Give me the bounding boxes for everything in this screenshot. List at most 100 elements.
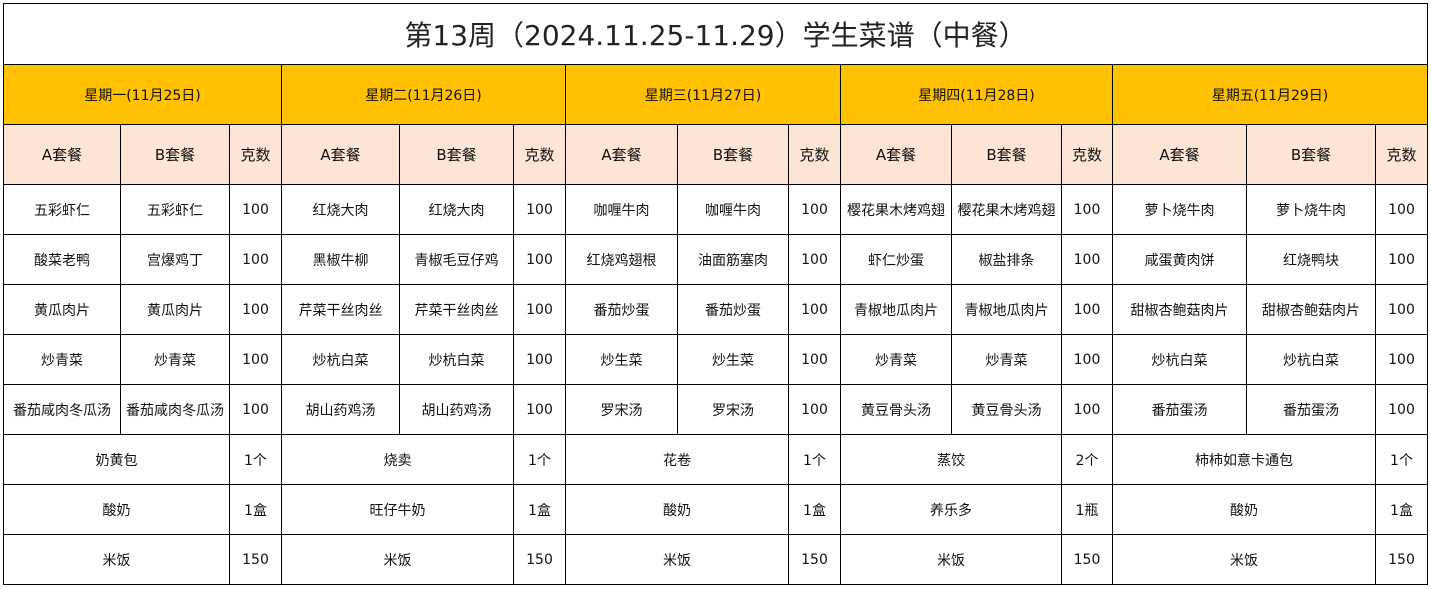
extra-quantity: 1个 [788, 434, 841, 485]
extra-row: 奶黄包 1个 烧卖 1个 花卷 1个 蒸饺 2个 柿柿如意卡通包 1个 [3, 434, 1429, 485]
grams-value: 100 [229, 384, 282, 435]
a-set-dish: 萝卜烧牛肉 [1112, 184, 1247, 235]
extra-quantity: 150 [229, 534, 282, 585]
grams-value: 100 [1374, 384, 1429, 435]
a-set-dish: 五彩虾仁 [3, 184, 121, 235]
b-set-dish: 咖喱牛肉 [677, 184, 789, 235]
b-set-dish: 红烧鸭块 [1246, 234, 1376, 285]
extra-quantity: 1盒 [229, 484, 282, 535]
a-set-dish: 咖喱牛肉 [565, 184, 678, 235]
a-set-header: A套餐 [1112, 124, 1247, 185]
extra-quantity: 150 [788, 534, 841, 585]
extra-quantity: 150 [1374, 534, 1429, 585]
a-set-dish: 胡山药鸡汤 [281, 384, 400, 435]
grams-header: 克数 [1061, 124, 1113, 185]
b-set-dish: 炒杭白菜 [1246, 334, 1376, 385]
extra-item: 米饭 [1112, 534, 1376, 585]
a-set-dish: 芹菜干丝肉丝 [281, 284, 400, 335]
b-set-dish: 炒生菜 [677, 334, 789, 385]
dish-row: 炒青菜 炒青菜 100 炒杭白菜 炒杭白菜 100 炒生菜 炒生菜 100 炒青菜 炒青菜 100 炒杭… [3, 334, 1429, 385]
grams-header: 克数 [513, 124, 566, 185]
grams-value: 100 [513, 384, 566, 435]
extra-item: 酸奶 [1112, 484, 1376, 535]
sub-header-row: A套餐 B套餐 克数 A套餐 B套餐 克数 A套餐 B套餐 克数 A套餐 B套餐 克数 A套餐 B套餐 克数 [3, 124, 1429, 185]
extra-item: 柿柿如意卡通包 [1112, 434, 1376, 485]
grams-value: 100 [1374, 284, 1429, 335]
grams-value: 100 [513, 284, 566, 335]
a-set-dish: 虾仁炒蛋 [840, 234, 952, 285]
menu-table: 第13周（2024.11.25-11.29）学生菜谱（中餐） 星期一(11月25… [2, 3, 1429, 585]
day-header: 星期二(11月26日) [281, 64, 566, 125]
a-set-dish: 炒杭白菜 [1112, 334, 1247, 385]
grams-value: 100 [229, 184, 282, 235]
b-set-dish: 番茄咸肉冬瓜汤 [120, 384, 230, 435]
grams-value: 100 [788, 234, 841, 285]
b-set-dish: 黄豆骨头汤 [951, 384, 1062, 435]
a-set-dish: 炒青菜 [3, 334, 121, 385]
a-set-dish: 酸菜老鸭 [3, 234, 121, 285]
a-set-dish: 青椒地瓜肉片 [840, 284, 952, 335]
extra-quantity: 1盒 [788, 484, 841, 535]
a-set-header: A套餐 [281, 124, 400, 185]
day-header: 星期五(11月29日) [1111, 64, 1429, 125]
extra-item: 米饭 [565, 534, 789, 585]
dish-row: 番茄咸肉冬瓜汤 番茄咸肉冬瓜汤 100 胡山药鸡汤 胡山药鸡汤 100 罗宋汤 罗宋汤 100 黄… [3, 384, 1429, 435]
b-set-dish: 五彩虾仁 [120, 184, 230, 235]
a-set-dish: 罗宋汤 [565, 384, 678, 435]
day-header: 星期三(11月27日) [565, 64, 841, 125]
extra-row: 米饭 150 米饭 150 米饭 150 米饭 150 米饭 150 [3, 534, 1429, 585]
grams-value: 100 [513, 234, 566, 285]
b-set-header: B套餐 [1246, 124, 1376, 185]
b-set-dish: 炒青菜 [951, 334, 1062, 385]
b-set-dish: 红烧大肉 [399, 184, 514, 235]
b-set-dish: 甜椒杏鲍菇肉片 [1246, 284, 1376, 335]
extra-quantity: 1盒 [513, 484, 566, 535]
a-set-dish: 咸蛋黄肉饼 [1112, 234, 1247, 285]
grams-value: 100 [1061, 284, 1113, 335]
extra-item: 奶黄包 [3, 434, 230, 485]
b-set-dish: 青椒毛豆仔鸡 [399, 234, 514, 285]
a-set-header: A套餐 [3, 124, 121, 185]
extra-item: 米饭 [3, 534, 230, 585]
a-set-header: A套餐 [565, 124, 678, 185]
b-set-dish: 青椒地瓜肉片 [951, 284, 1062, 335]
grams-value: 100 [788, 384, 841, 435]
grams-header: 克数 [1374, 124, 1429, 185]
grams-value: 100 [1061, 334, 1113, 385]
extra-quantity: 150 [513, 534, 566, 585]
extra-quantity: 1盒 [1374, 484, 1429, 535]
grams-value: 100 [229, 334, 282, 385]
day-header: 星期四(11月28日) [840, 64, 1113, 125]
a-set-dish: 黑椒牛柳 [281, 234, 400, 285]
extra-item: 养乐多 [840, 484, 1062, 535]
a-set-dish: 番茄蛋汤 [1112, 384, 1247, 435]
extra-quantity: 1瓶 [1061, 484, 1113, 535]
a-set-dish: 炒青菜 [840, 334, 952, 385]
b-set-dish: 宫爆鸡丁 [120, 234, 230, 285]
grams-value: 100 [1374, 184, 1429, 235]
grams-value: 100 [1374, 334, 1429, 385]
b-set-header: B套餐 [677, 124, 789, 185]
b-set-dish: 炒杭白菜 [399, 334, 514, 385]
grams-value: 100 [513, 334, 566, 385]
dish-row: 酸菜老鸭 宫爆鸡丁 100 黑椒牛柳 青椒毛豆仔鸡 100 红烧鸡翅根 油面筋塞肉 100 虾仁炒… [3, 234, 1429, 285]
b-set-dish: 番茄炒蛋 [677, 284, 789, 335]
a-set-dish: 红烧大肉 [281, 184, 400, 235]
extra-row: 酸奶 1盒 旺仔牛奶 1盒 酸奶 1盒 养乐多 1瓶 酸奶 1盒 [3, 484, 1429, 535]
grams-value: 100 [788, 334, 841, 385]
extra-item: 旺仔牛奶 [281, 484, 514, 535]
grams-header: 克数 [788, 124, 841, 185]
extra-quantity: 150 [1061, 534, 1113, 585]
grams-value: 100 [513, 184, 566, 235]
grams-value: 100 [229, 284, 282, 335]
grams-value: 100 [788, 284, 841, 335]
day-header-row: 星期一(11月25日) 星期二(11月26日) 星期三(11月27日) 星期四(11月… [3, 64, 1429, 125]
b-set-dish: 油面筋塞肉 [677, 234, 789, 285]
grams-value: 100 [1374, 234, 1429, 285]
b-set-dish: 炒青菜 [120, 334, 230, 385]
a-set-dish: 黄瓜肉片 [3, 284, 121, 335]
a-set-dish: 番茄咸肉冬瓜汤 [3, 384, 121, 435]
a-set-dish: 红烧鸡翅根 [565, 234, 678, 285]
grams-value: 100 [229, 234, 282, 285]
b-set-dish: 罗宋汤 [677, 384, 789, 435]
